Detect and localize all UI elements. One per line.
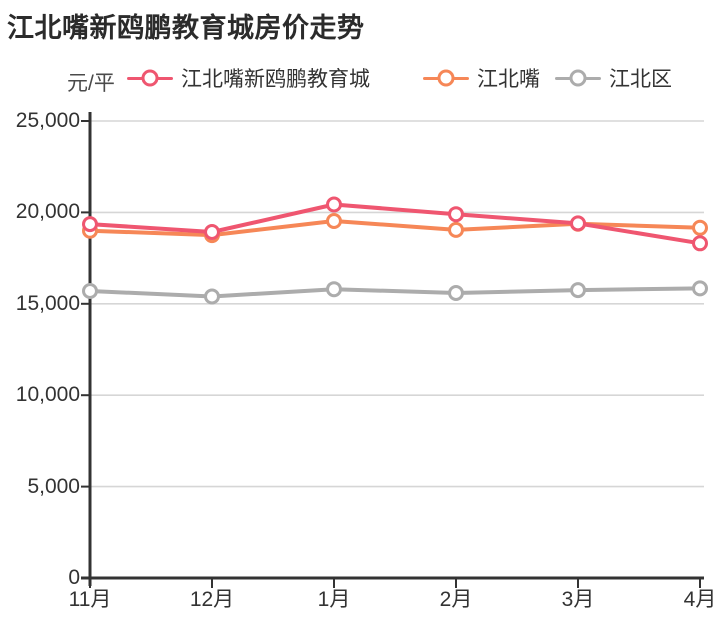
x-axis-tick-label: 3月 — [561, 588, 595, 611]
y-axis-tick-label: 15,000 — [15, 291, 80, 315]
circle-marker-icon — [423, 69, 469, 87]
legend-item-jiangbeizui[interactable]: 江北嘴 — [423, 63, 540, 93]
y-axis-tick-label: 5,000 — [27, 474, 80, 498]
x-axis-tick-label: 4月 — [683, 588, 717, 611]
circle-marker-icon — [127, 69, 173, 87]
x-axis-tick-label: 2月 — [439, 588, 473, 611]
legend-item-label: 江北区 — [609, 68, 672, 91]
legend-item-jiangbeizui-xinoupeng[interactable]: 江北嘴新鸥鹏教育城 — [127, 63, 370, 93]
y-axis-tick-label: 10,000 — [15, 383, 80, 407]
x-axis-tick-label: 1月 — [317, 588, 351, 611]
x-axis-tick-label: 11月 — [68, 588, 112, 611]
circle-marker-icon — [555, 69, 601, 87]
legend-item-label: 江北嘴新鸥鹏教育城 — [181, 68, 370, 91]
legend-item-jiangbeiqu[interactable]: 江北区 — [555, 63, 672, 93]
legend: 元/平 江北嘴新鸥鹏教育城 江北嘴 江北区 — [0, 63, 718, 95]
y-axis-tick-label: 20,000 — [15, 200, 80, 224]
y-axis-unit-label: 元/平 — [67, 72, 115, 95]
y-axis-tick-label: 25,000 — [15, 109, 80, 132]
y-axis-tick-label: 0 — [68, 566, 80, 589]
legend-item-label: 江北嘴 — [477, 68, 540, 91]
chart-title: 江北嘴新鸥鹏教育城房价走势 — [7, 13, 365, 43]
x-axis-tick-label: 12月 — [189, 588, 235, 611]
